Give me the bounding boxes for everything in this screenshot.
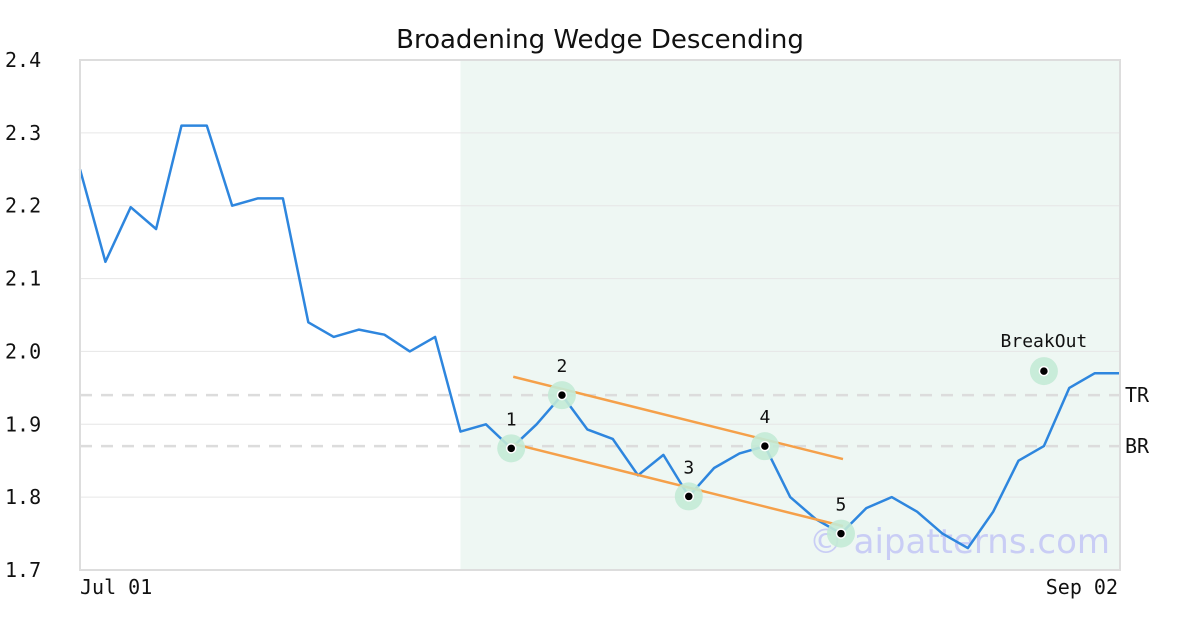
- x-tick-label: Sep 02: [1046, 575, 1118, 599]
- y-tick-label: 1.9: [5, 412, 41, 436]
- pattern-point-4-dot: [759, 440, 771, 452]
- pattern-point-2-dot: [556, 389, 568, 401]
- y-tick-label: 2.4: [5, 48, 41, 72]
- y-tick-label: 2.0: [5, 339, 41, 363]
- y-tick-label: 1.7: [5, 558, 41, 582]
- pattern-point-label: 3: [683, 457, 694, 478]
- pattern-point-3-dot: [683, 491, 695, 502]
- y-tick-label: 1.8: [5, 485, 41, 509]
- pattern-point-label: 2: [557, 356, 568, 377]
- plot-frame: [79, 59, 1121, 571]
- pattern-point-5-dot: [835, 528, 847, 539]
- y-tick-label: 2.2: [5, 194, 41, 218]
- pattern-point-label: 5: [836, 495, 847, 516]
- y-tick-label: 2.3: [5, 121, 41, 145]
- pattern-point-label: 4: [759, 407, 770, 428]
- x-tick-label: Jul 01: [80, 575, 152, 599]
- pattern-point-label: 1: [506, 409, 517, 430]
- y-tick-label: 2.1: [5, 267, 41, 291]
- reference-label-tr: TR: [1125, 383, 1150, 407]
- price-line: [78, 124, 1120, 550]
- chart-title: Broadening Wedge Descending: [396, 25, 804, 55]
- breakout-point-dot: [1038, 365, 1050, 377]
- reference-label-br: BR: [1125, 434, 1150, 458]
- pattern-region: [460, 60, 1120, 570]
- pattern-point-1-dot: [505, 443, 517, 454]
- trendline-lower: [512, 442, 844, 528]
- breakout-label: BreakOut: [1001, 331, 1088, 352]
